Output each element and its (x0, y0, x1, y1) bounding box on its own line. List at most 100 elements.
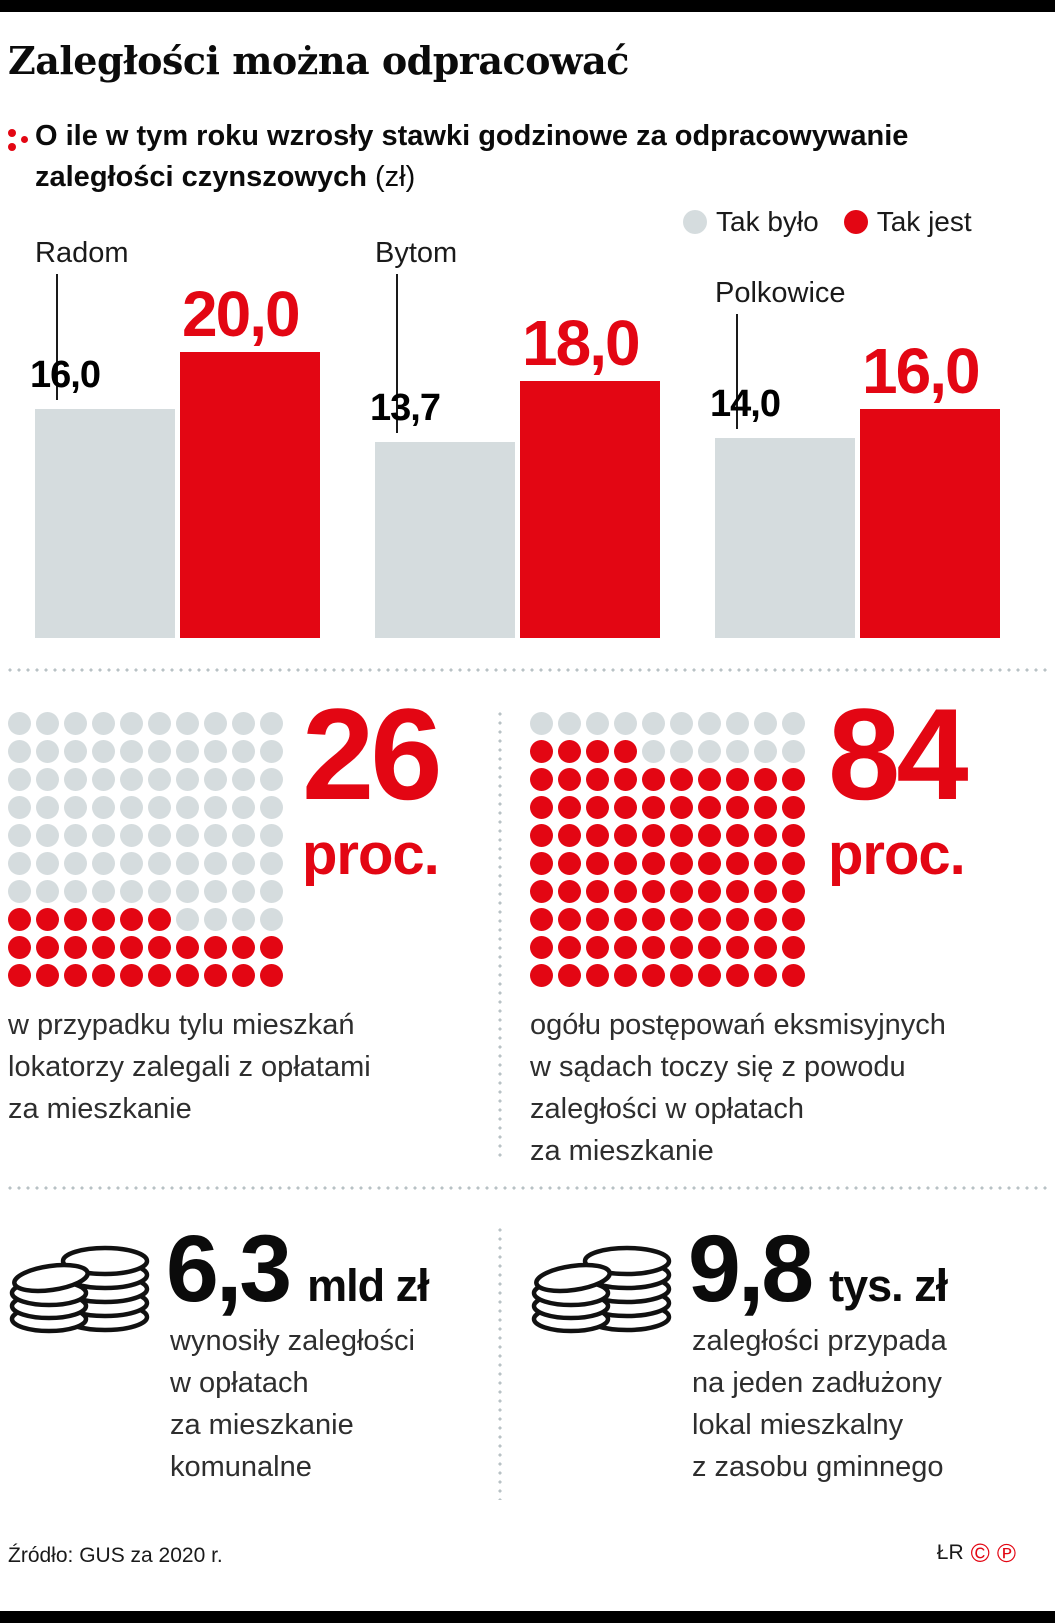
waffle-dot-filled (754, 964, 777, 987)
waffle-dot-filled (586, 964, 609, 987)
waffle-dot-empty (176, 880, 199, 903)
waffle-dot-filled (558, 908, 581, 931)
bar-was-radom (35, 409, 175, 638)
waffle-dot-filled (642, 908, 665, 931)
waffle-dot-filled (614, 964, 637, 987)
waffle-dot-empty (204, 712, 227, 735)
waffle-dot-filled (642, 852, 665, 875)
waffle-dot-filled (782, 908, 805, 931)
bottom-border (0, 1611, 1055, 1623)
waffle-dot-empty (204, 768, 227, 791)
waffle-dot-empty (176, 796, 199, 819)
waffle-dot-filled (8, 908, 31, 931)
waffle-dot-filled (698, 908, 721, 931)
waffle-dot-empty (120, 768, 143, 791)
waffle-dot-filled (148, 908, 171, 931)
waffle-dot-filled (782, 852, 805, 875)
waffle-dot-filled (698, 936, 721, 959)
waffle-dot-filled (754, 824, 777, 847)
waffle-dot-filled (614, 768, 637, 791)
waffle-dot-filled (698, 824, 721, 847)
waffle-dot-empty (232, 712, 255, 735)
waffle-dot-filled (726, 824, 749, 847)
copyright-icon: © (970, 1538, 990, 1568)
waffle-dot-filled (614, 824, 637, 847)
waffle-dot-empty (586, 712, 609, 735)
waffle-dot-empty (754, 712, 777, 735)
waffle-dot-filled (754, 796, 777, 819)
waffle-dot-empty (120, 852, 143, 875)
stat-value: 6,3 (166, 1216, 292, 1322)
waffle-dot-filled (614, 796, 637, 819)
waffle-dot-empty (642, 740, 665, 763)
waffle-dot-filled (558, 880, 581, 903)
waffle-dot-filled (754, 936, 777, 959)
legend-label-was: Tak było (716, 206, 819, 237)
bar-was-value: 16,0 (30, 354, 101, 396)
waffle-dot-empty (670, 740, 693, 763)
waffle-dot-empty (36, 880, 59, 903)
waffle-dot-empty (176, 712, 199, 735)
waffle-dot-empty (530, 712, 553, 735)
phonogram-icon: ℗ (996, 1538, 1016, 1568)
bar-is-polkowice (860, 409, 1000, 638)
waffle-dot-filled (92, 964, 115, 987)
waffle-dot-filled (260, 964, 283, 987)
waffle-dot-empty (260, 740, 283, 763)
waffle-dot-filled (204, 936, 227, 959)
bar-was-value: 14,0 (710, 383, 781, 425)
waffle-unit-26: proc. (302, 822, 440, 888)
waffle-dot-empty (8, 712, 31, 735)
waffle-dot-empty (148, 768, 171, 791)
waffle-dot-empty (260, 712, 283, 735)
waffle-dot-filled (232, 936, 255, 959)
waffle-dot-filled (670, 936, 693, 959)
waffle-dot-filled (698, 964, 721, 987)
waffle-dot-empty (260, 768, 283, 791)
waffle-dot-filled (670, 852, 693, 875)
chart-subtitle: O ile w tym roku wzrosły stawki godzinow… (35, 116, 908, 198)
coins-icon (531, 1245, 672, 1334)
waffle-dot-empty (64, 712, 87, 735)
waffle-dot-empty (558, 712, 581, 735)
category-label-radom: Radom (35, 237, 129, 269)
waffle-dot-filled (586, 880, 609, 903)
waffle-dot-filled (586, 740, 609, 763)
waffle-dot-filled (782, 964, 805, 987)
waffle-dot-filled (8, 936, 31, 959)
waffle-dot-filled (698, 852, 721, 875)
dotted-separator-top (8, 668, 1047, 672)
waffle-dot-empty (148, 740, 171, 763)
top-border (0, 0, 1055, 12)
red-bullet-icon (8, 127, 30, 157)
waffle-dot-filled (726, 908, 749, 931)
waffle-dot-empty (232, 768, 255, 791)
waffle-caption-26: w przypadku tylu mieszkań lokatorzy zale… (8, 1009, 371, 1125)
waffle-dot-filled (558, 936, 581, 959)
waffle-dot-filled (558, 740, 581, 763)
waffle-dot-filled (530, 880, 553, 903)
waffle-dot-filled (614, 908, 637, 931)
waffle-dot-empty (92, 824, 115, 847)
waffle-dot-empty (260, 880, 283, 903)
waffle-dot-filled (92, 908, 115, 931)
subtitle-unit: (zł) (375, 161, 416, 193)
credit: ŁR © ℗ (937, 1540, 1016, 1566)
waffle-dot-filled (642, 824, 665, 847)
waffle-dot-filled (670, 768, 693, 791)
waffle-dot-empty (782, 740, 805, 763)
waffle-chart-84 (530, 712, 805, 987)
waffle-dot-empty (92, 740, 115, 763)
waffle-dot-filled (586, 796, 609, 819)
waffle-dot-filled (614, 880, 637, 903)
waffle-dot-filled (726, 796, 749, 819)
waffle-dot-empty (120, 796, 143, 819)
waffle-dot-filled (782, 880, 805, 903)
stat-unit: mld zł (307, 1260, 430, 1311)
waffle-dot-filled (670, 964, 693, 987)
waffle-dot-filled (642, 964, 665, 987)
source-note: Źródło: GUS za 2020 r. (8, 1544, 223, 1567)
waffle-dot-filled (670, 880, 693, 903)
waffle-dot-empty (64, 768, 87, 791)
subtitle-line1: O ile w tym roku wzrosły stawki godzinow… (35, 120, 909, 152)
